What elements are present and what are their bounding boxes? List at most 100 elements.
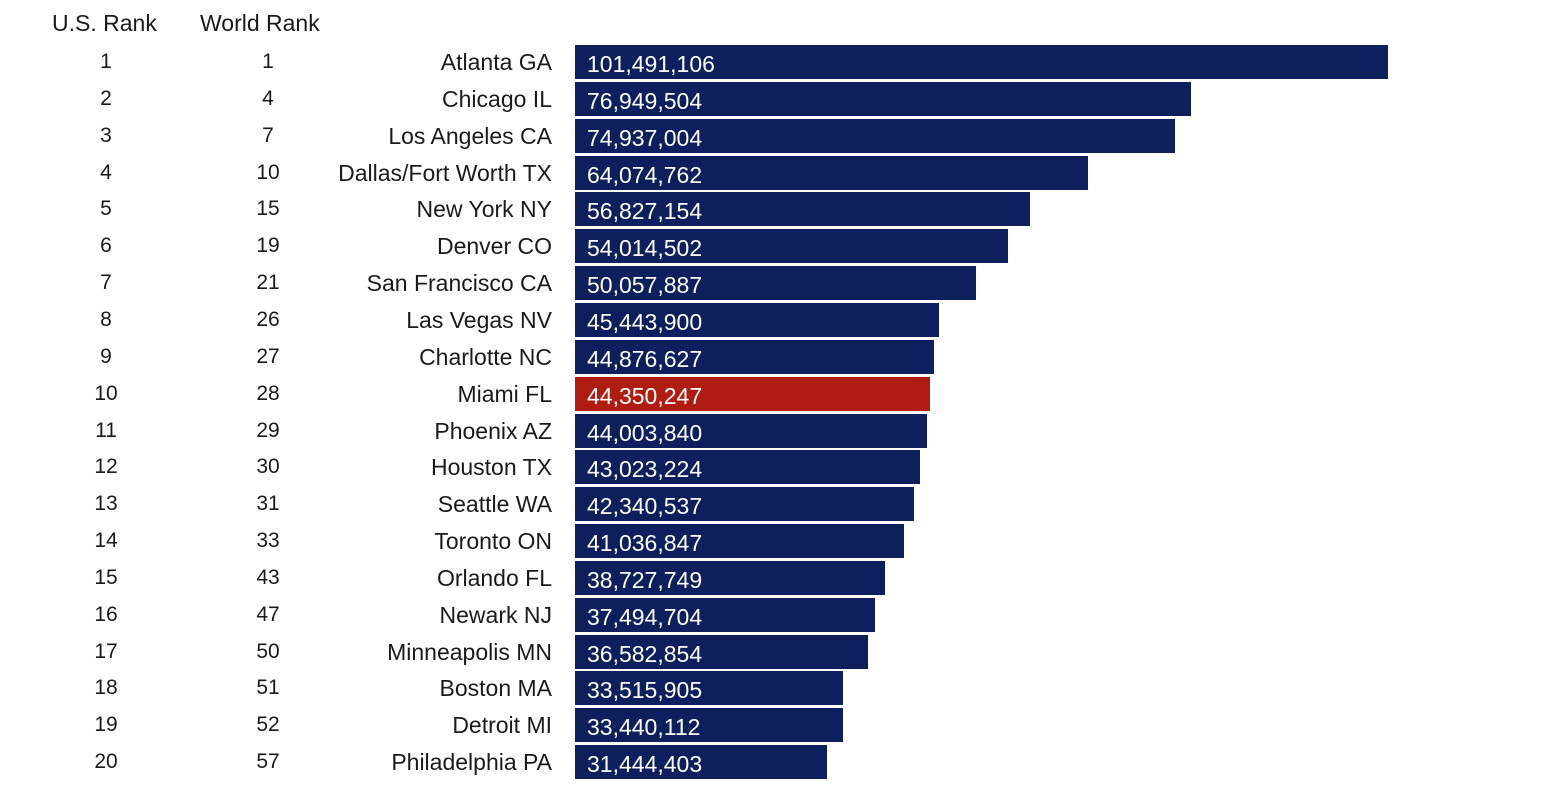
bar-value-label: 43,023,224 <box>587 456 703 482</box>
bar-value-label: 45,443,900 <box>587 309 703 335</box>
category-label: Chicago IL <box>442 86 552 112</box>
bar-value-label: 56,827,154 <box>587 198 703 224</box>
bar <box>575 45 1388 79</box>
bar <box>575 82 1191 116</box>
category-label: Orlando FL <box>436 565 552 591</box>
category-label: Atlanta GA <box>440 49 552 75</box>
category-label: Las Vegas NV <box>406 307 552 333</box>
world-rank-cell: 21 <box>256 271 280 294</box>
bar-value-label: 54,014,502 <box>587 235 703 261</box>
us-rank-cell: 4 <box>100 161 112 184</box>
category-label: Phoenix AZ <box>434 418 552 444</box>
bar-value-label: 36,582,854 <box>587 641 703 667</box>
bar <box>575 266 976 300</box>
world-rank-cell: 30 <box>256 455 280 478</box>
us-rank-cell: 7 <box>100 271 112 294</box>
us-rank-cell: 11 <box>95 419 117 442</box>
world-rank-cell: 29 <box>256 419 280 442</box>
category-label: Houston TX <box>430 454 552 480</box>
world-rank-cell: 7 <box>262 124 274 147</box>
bar-value-label: 42,340,537 <box>587 493 703 519</box>
bar-value-label: 33,440,112 <box>587 714 701 740</box>
world-rank-cell: 51 <box>256 676 280 699</box>
world-rank-cell: 31 <box>256 492 280 515</box>
bar <box>575 561 885 595</box>
category-label: Minneapolis MN <box>387 639 552 665</box>
bar-value-label: 44,003,840 <box>587 420 703 446</box>
world-rank-cell: 43 <box>256 566 280 589</box>
bar-value-label: 31,444,403 <box>587 751 703 777</box>
bar-value-label: 41,036,847 <box>587 530 703 556</box>
highlighted-bar <box>575 377 930 411</box>
world-rank-cell: 52 <box>256 713 280 736</box>
bar-value-label: 37,494,704 <box>587 604 703 630</box>
category-label: Toronto ON <box>434 528 552 554</box>
category-label: Newark NJ <box>439 602 552 628</box>
category-label: Denver CO <box>436 233 552 259</box>
us-rank-cell: 19 <box>94 713 118 736</box>
bar-value-label: 44,350,247 <box>587 383 703 409</box>
us-rank-cell: 3 <box>100 124 112 147</box>
bar <box>575 524 904 558</box>
world-rank-cell: 47 <box>256 603 280 626</box>
world-rank-cell: 4 <box>262 87 274 110</box>
bar-value-label: 38,727,749 <box>587 567 703 593</box>
bar <box>575 340 934 374</box>
bar <box>575 156 1088 190</box>
category-label: San Francisco CA <box>366 270 552 296</box>
us-rank-cell: 20 <box>94 750 118 773</box>
bar <box>575 671 843 705</box>
us-rank-header: U.S. Rank <box>52 10 157 36</box>
bar <box>575 119 1175 153</box>
world-rank-cell: 10 <box>256 161 280 184</box>
category-label: New York NY <box>416 196 552 222</box>
us-rank-cell: 14 <box>94 529 118 552</box>
us-rank-cell: 15 <box>94 566 118 589</box>
category-label: Seattle WA <box>437 491 552 517</box>
bar <box>575 450 920 484</box>
bar-value-label: 44,876,627 <box>587 346 703 372</box>
world-rank-cell: 50 <box>256 640 280 663</box>
category-label: Miami FL <box>457 381 552 407</box>
world-rank-cell: 27 <box>256 345 280 368</box>
bar-value-label: 33,515,905 <box>587 677 703 703</box>
world-rank-cell: 15 <box>256 197 280 220</box>
us-rank-cell: 16 <box>94 603 118 626</box>
world-rank-cell: 1 <box>262 50 274 73</box>
bar-value-label: 76,949,504 <box>587 88 703 114</box>
us-rank-cell: 9 <box>100 345 112 368</box>
us-rank-cell: 6 <box>100 234 112 257</box>
us-rank-cell: 2 <box>100 87 112 110</box>
bar <box>575 635 868 669</box>
bar-value-label: 74,937,004 <box>587 125 703 151</box>
bar <box>575 745 827 779</box>
world-rank-cell: 33 <box>256 529 280 552</box>
us-rank-cell: 18 <box>94 676 118 699</box>
us-rank-cell: 10 <box>94 382 118 405</box>
category-label: Dallas/Fort Worth TX <box>338 160 552 186</box>
world-rank-cell: 28 <box>256 382 280 405</box>
bar <box>575 192 1030 226</box>
bar <box>575 229 1008 263</box>
bar-value-label: 101,491,106 <box>587 51 715 77</box>
us-rank-cell: 1 <box>100 50 112 73</box>
us-rank-cell: 5 <box>100 197 112 220</box>
us-rank-cell: 8 <box>100 308 112 331</box>
bar <box>575 598 875 632</box>
bar <box>575 303 939 337</box>
us-rank-cell: 12 <box>94 455 118 478</box>
world-rank-cell: 19 <box>256 234 280 257</box>
us-rank-cell: 17 <box>94 640 118 663</box>
world-rank-cell: 57 <box>256 750 280 773</box>
category-label: Los Angeles CA <box>388 123 552 149</box>
category-label: Detroit MI <box>452 712 552 738</box>
us-rank-cell: 13 <box>94 492 118 515</box>
world-rank-cell: 26 <box>256 308 280 331</box>
bar <box>575 487 914 521</box>
bar <box>575 708 843 742</box>
category-label: Boston MA <box>439 675 553 701</box>
category-label: Charlotte NC <box>419 344 552 370</box>
world-rank-header: World Rank <box>200 10 320 36</box>
category-label: Philadelphia PA <box>391 749 552 775</box>
